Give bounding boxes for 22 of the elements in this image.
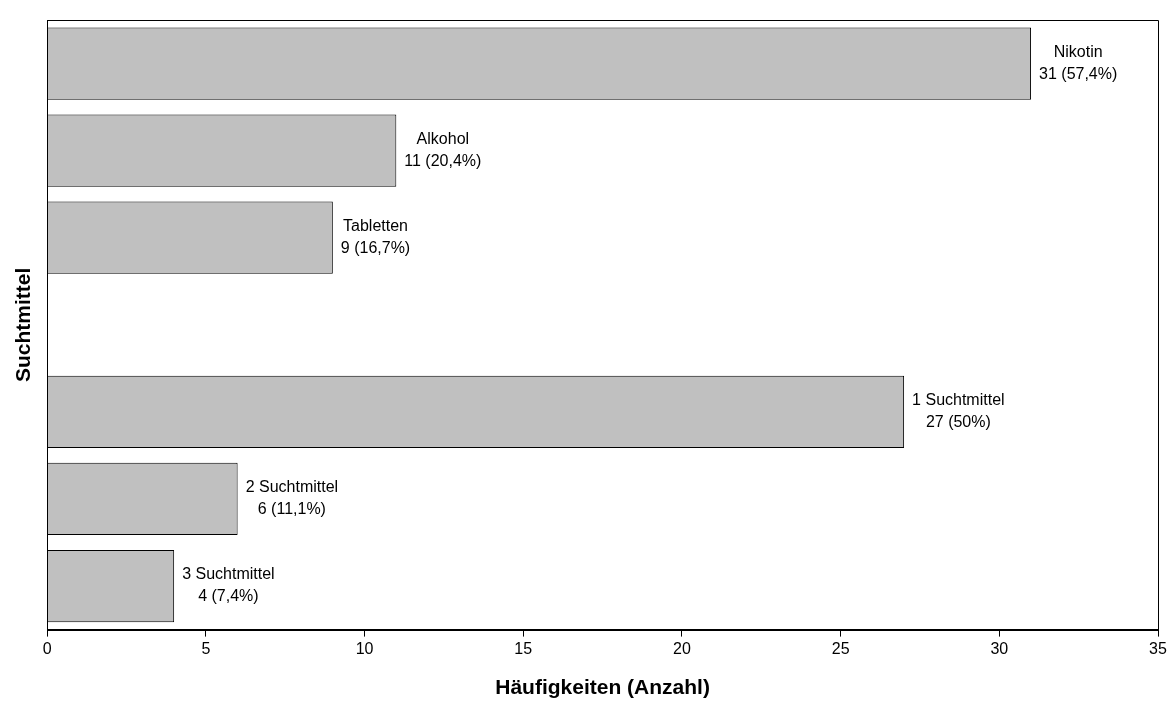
- x-tick-label: 25: [831, 639, 850, 657]
- x-tick-label: 20: [673, 639, 691, 657]
- y-tick-label: Nikotin: [1053, 42, 1103, 60]
- x-tick-label: 35: [1149, 639, 1167, 657]
- x-tick-label: 0: [42, 639, 52, 657]
- y-tick-label: Alkohol: [416, 130, 470, 148]
- data-label: 9 (16,7%): [340, 239, 411, 257]
- y-tick-label: 1 Suchtmittel: [912, 391, 1005, 409]
- x-tick-label: 15: [514, 639, 533, 657]
- data-label: 4 (7,4%): [198, 587, 259, 605]
- y-tick-label: 3 Suchtmittel: [182, 565, 275, 583]
- x-tick-label: 30: [990, 639, 1009, 657]
- data-label: 31 (57,4%): [1039, 64, 1118, 82]
- y-tick-label: Tabletten: [343, 217, 408, 235]
- y-axis-title: Suchtmittel: [11, 267, 35, 382]
- x-tick-label: 10: [355, 639, 374, 657]
- data-label: 6 (11,1%): [257, 500, 326, 518]
- data-label: 27 (50%): [925, 413, 991, 431]
- x-tick-label: 5: [201, 639, 211, 657]
- y-tick-label: 2 Suchtmittel: [245, 478, 339, 496]
- x-axis-title: Häufigkeiten (Anzahl): [495, 675, 710, 699]
- data-label: 11 (20,4%): [404, 152, 482, 170]
